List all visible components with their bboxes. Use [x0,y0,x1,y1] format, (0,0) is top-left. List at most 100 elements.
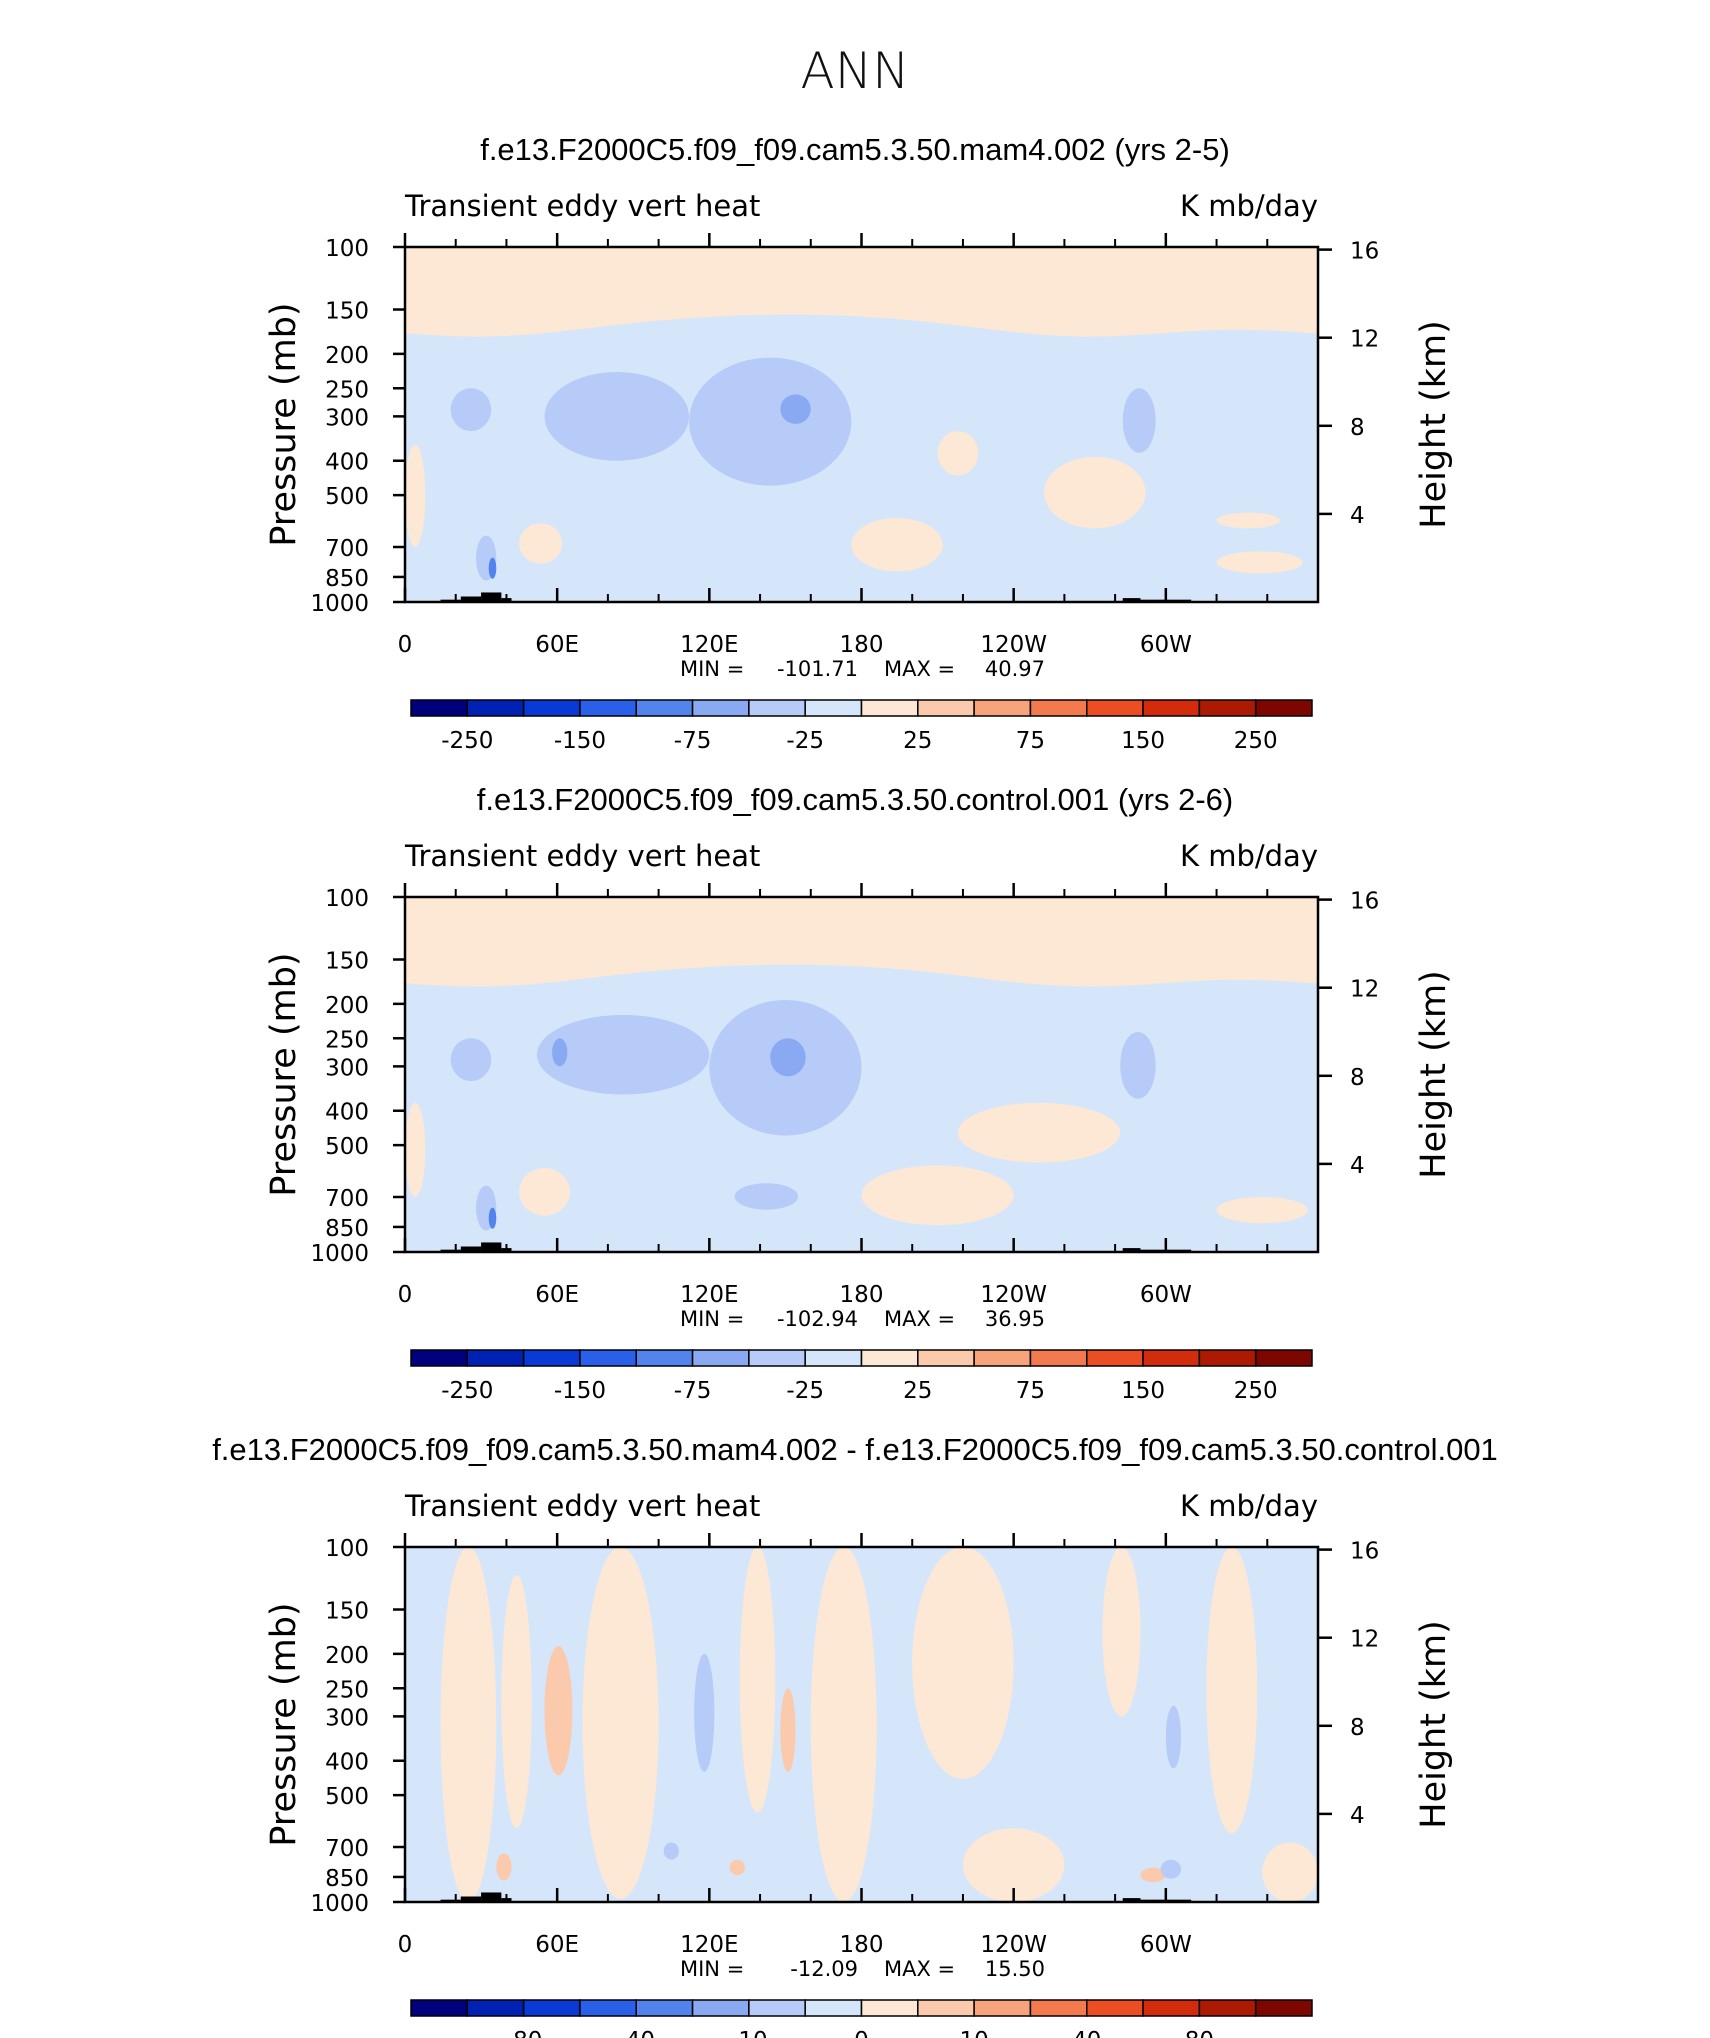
contour-region [689,357,852,486]
panel-title: f.e13.F2000C5.f09_f09.cam5.3.50.mam4.002… [212,1432,1498,1467]
colorbar-box [1086,1349,1144,1367]
colorbar-box [748,1999,806,2017]
colorbar-box [522,1999,581,2017]
contour-region [1120,1031,1156,1099]
colorbar-label: 150 [1121,1378,1165,1404]
y-tick-label: 400 [325,450,369,476]
colorbar-box [691,699,750,717]
y2-tick-label: 4 [1350,503,1365,529]
contour-region [405,444,426,548]
contour-region [734,1183,799,1210]
topography [481,1242,502,1252]
colorbar-label: -40 [617,2028,655,2038]
contour-region [780,1688,796,1772]
colorbar-box [917,1349,975,1367]
topography [460,1246,482,1252]
colorbar-box [579,1999,637,2017]
colorbar-box [804,1999,863,2017]
contour-region [450,388,492,432]
colorbar-box [466,699,525,717]
topography [1122,1898,1141,1902]
topography [481,592,502,602]
contour-region [582,1547,659,1899]
colorbar-box [1254,1349,1313,1367]
contour-region [1122,388,1156,453]
x-tick-label: 60W [1140,632,1192,658]
colorbar-box [1086,699,1144,717]
colorbar-box [860,1349,919,1367]
max-label: MAX = [884,657,955,681]
contour-region [1044,456,1146,529]
y2-tick-label: 16 [1350,889,1379,915]
y-tick-label: 100 [325,886,369,912]
colorbar-box [579,1349,637,1367]
stratosphere-region [405,897,1318,987]
y-tick-label: 700 [325,536,369,562]
y-tick-label: 250 [325,377,369,403]
colorbar-label: 25 [903,1378,932,1404]
colorbar-box [748,1349,806,1367]
colorbar-label: -150 [554,1378,606,1404]
contour-region [739,1547,776,1813]
colorbar-box [579,699,637,717]
y-tick-label: 250 [325,1027,369,1053]
colorbar-label: -150 [554,728,606,754]
y2-tick-label: 4 [1350,1153,1365,1179]
colorbar-box [635,1999,694,2017]
colorbar-box [917,1999,975,2017]
contour-region [780,394,811,424]
y-tick-label: 500 [325,484,369,510]
contour-region [488,1207,497,1229]
colorbar-box [804,1349,863,1367]
colorbar-box [1029,1349,1088,1367]
y-tick-label: 1000 [310,1241,369,1267]
y-tick-label: 200 [325,1643,369,1669]
contour-region [663,1842,679,1860]
colorbar-box [1029,1999,1088,2017]
max-value: 40.97 [985,657,1045,681]
y2-axis-label: Height (km) [1414,970,1454,1179]
colorbar-label: -25 [786,728,824,754]
y2-tick-label: 12 [1350,327,1379,353]
contour-region [496,1853,512,1881]
x-tick-label: 60W [1140,1282,1192,1308]
x-tick-label: 0 [398,1932,413,1958]
y-tick-label: 100 [325,1536,369,1562]
x-tick-label: 120W [980,632,1047,658]
units-label: K mb/day [1180,1489,1318,1523]
colorbar-label: 150 [1121,728,1165,754]
contour-region [1102,1547,1141,1717]
colorbar-label: 250 [1234,1378,1278,1404]
y-tick-label: 400 [325,1100,369,1126]
colorbar-label: -80 [505,2028,543,2038]
left-string: Transient eddy vert heat [404,1489,760,1523]
y2-tick-label: 16 [1350,239,1379,265]
plot-area [405,1547,1318,1902]
contour-region [1165,1705,1182,1769]
contour-region [694,1653,715,1772]
colorbar-box [635,1349,694,1367]
contour-region [1160,1859,1182,1879]
colorbar-box [410,699,469,717]
y-axis-label: Pressure (mb) [264,952,304,1196]
min-value: -101.71 [777,657,858,681]
x-tick-label: 0 [398,1282,413,1308]
colorbar-label: 80 [1185,2028,1214,2038]
max-value: 36.95 [985,1307,1045,1331]
y-tick-label: 100 [325,236,369,262]
colorbar-box [635,699,694,717]
y2-tick-label: 16 [1350,1539,1379,1565]
contour-region [544,1645,573,1776]
y-tick-label: 150 [325,949,369,975]
min-value: -102.94 [777,1307,858,1331]
colorbar-box [1142,699,1201,717]
colorbar-box [410,1349,469,1367]
colorbar-box [973,699,1032,717]
colorbar-label: 75 [1016,1378,1045,1404]
contour-region [957,1102,1121,1163]
contour-region [544,372,690,461]
colorbar-box [804,699,863,717]
y-tick-label: 250 [325,1677,369,1703]
units-label: K mb/day [1180,189,1318,223]
y2-tick-label: 8 [1350,415,1365,441]
